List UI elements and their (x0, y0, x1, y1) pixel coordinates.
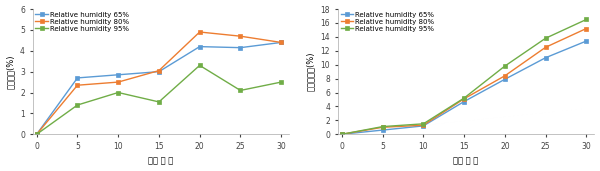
Relative humidity 65% (542, 57, 549, 59)
Relative humidity 95% (196, 64, 203, 66)
Relative humidity 65% (460, 101, 467, 103)
Relative humidity 95% (583, 18, 590, 21)
Line: Relative humidity 95%: Relative humidity 95% (340, 17, 589, 136)
Line: Relative humidity 80%: Relative humidity 80% (35, 30, 283, 136)
X-axis label: 저장 일 수: 저장 일 수 (148, 156, 173, 166)
Relative humidity 65% (196, 46, 203, 48)
Relative humidity 95% (278, 81, 285, 83)
Line: Relative humidity 80%: Relative humidity 80% (340, 27, 589, 136)
Relative humidity 80% (542, 46, 549, 48)
Relative humidity 95% (379, 126, 386, 128)
Relative humidity 65% (278, 41, 285, 43)
Relative humidity 95% (115, 91, 122, 94)
Relative humidity 65% (237, 47, 244, 49)
Relative humidity 65% (115, 74, 122, 76)
Relative humidity 80% (115, 81, 122, 83)
Relative humidity 95% (237, 89, 244, 91)
Relative humidity 65% (338, 133, 346, 135)
Relative humidity 80% (74, 84, 81, 86)
Relative humidity 80% (155, 70, 163, 72)
Relative humidity 80% (237, 35, 244, 37)
Relative humidity 95% (542, 37, 549, 39)
Relative humidity 95% (460, 97, 467, 99)
Relative humidity 95% (501, 65, 508, 67)
Legend: Relative humidity 65%, Relative humidity 80%, Relative humidity 95%: Relative humidity 65%, Relative humidity… (339, 10, 436, 33)
Relative humidity 80% (338, 133, 346, 135)
Relative humidity 65% (74, 77, 81, 79)
Relative humidity 80% (278, 41, 285, 43)
Line: Relative humidity 65%: Relative humidity 65% (340, 39, 589, 136)
Relative humidity 65% (379, 129, 386, 131)
Y-axis label: 중량감모율(%): 중량감모율(%) (306, 52, 315, 91)
Relative humidity 65% (33, 133, 40, 135)
Relative humidity 80% (420, 124, 427, 126)
Relative humidity 95% (155, 101, 163, 103)
Line: Relative humidity 95%: Relative humidity 95% (35, 63, 283, 136)
Relative humidity 80% (196, 31, 203, 33)
X-axis label: 저장 일 수: 저장 일 수 (454, 156, 479, 166)
Relative humidity 95% (33, 133, 40, 135)
Relative humidity 80% (33, 133, 40, 135)
Relative humidity 95% (338, 133, 346, 135)
Relative humidity 80% (379, 126, 386, 128)
Relative humidity 65% (583, 40, 590, 42)
Relative humidity 80% (501, 75, 508, 77)
Relative humidity 65% (501, 78, 508, 80)
Line: Relative humidity 65%: Relative humidity 65% (35, 40, 283, 136)
Relative humidity 95% (74, 104, 81, 106)
Legend: Relative humidity 65%, Relative humidity 80%, Relative humidity 95%: Relative humidity 65%, Relative humidity… (34, 10, 130, 33)
Relative humidity 95% (420, 123, 427, 125)
Relative humidity 80% (460, 98, 467, 100)
Relative humidity 65% (155, 71, 163, 73)
Relative humidity 80% (583, 28, 590, 30)
Relative humidity 65% (420, 125, 427, 127)
Y-axis label: 갓신장율(%): 갓신장율(%) (5, 54, 14, 89)
